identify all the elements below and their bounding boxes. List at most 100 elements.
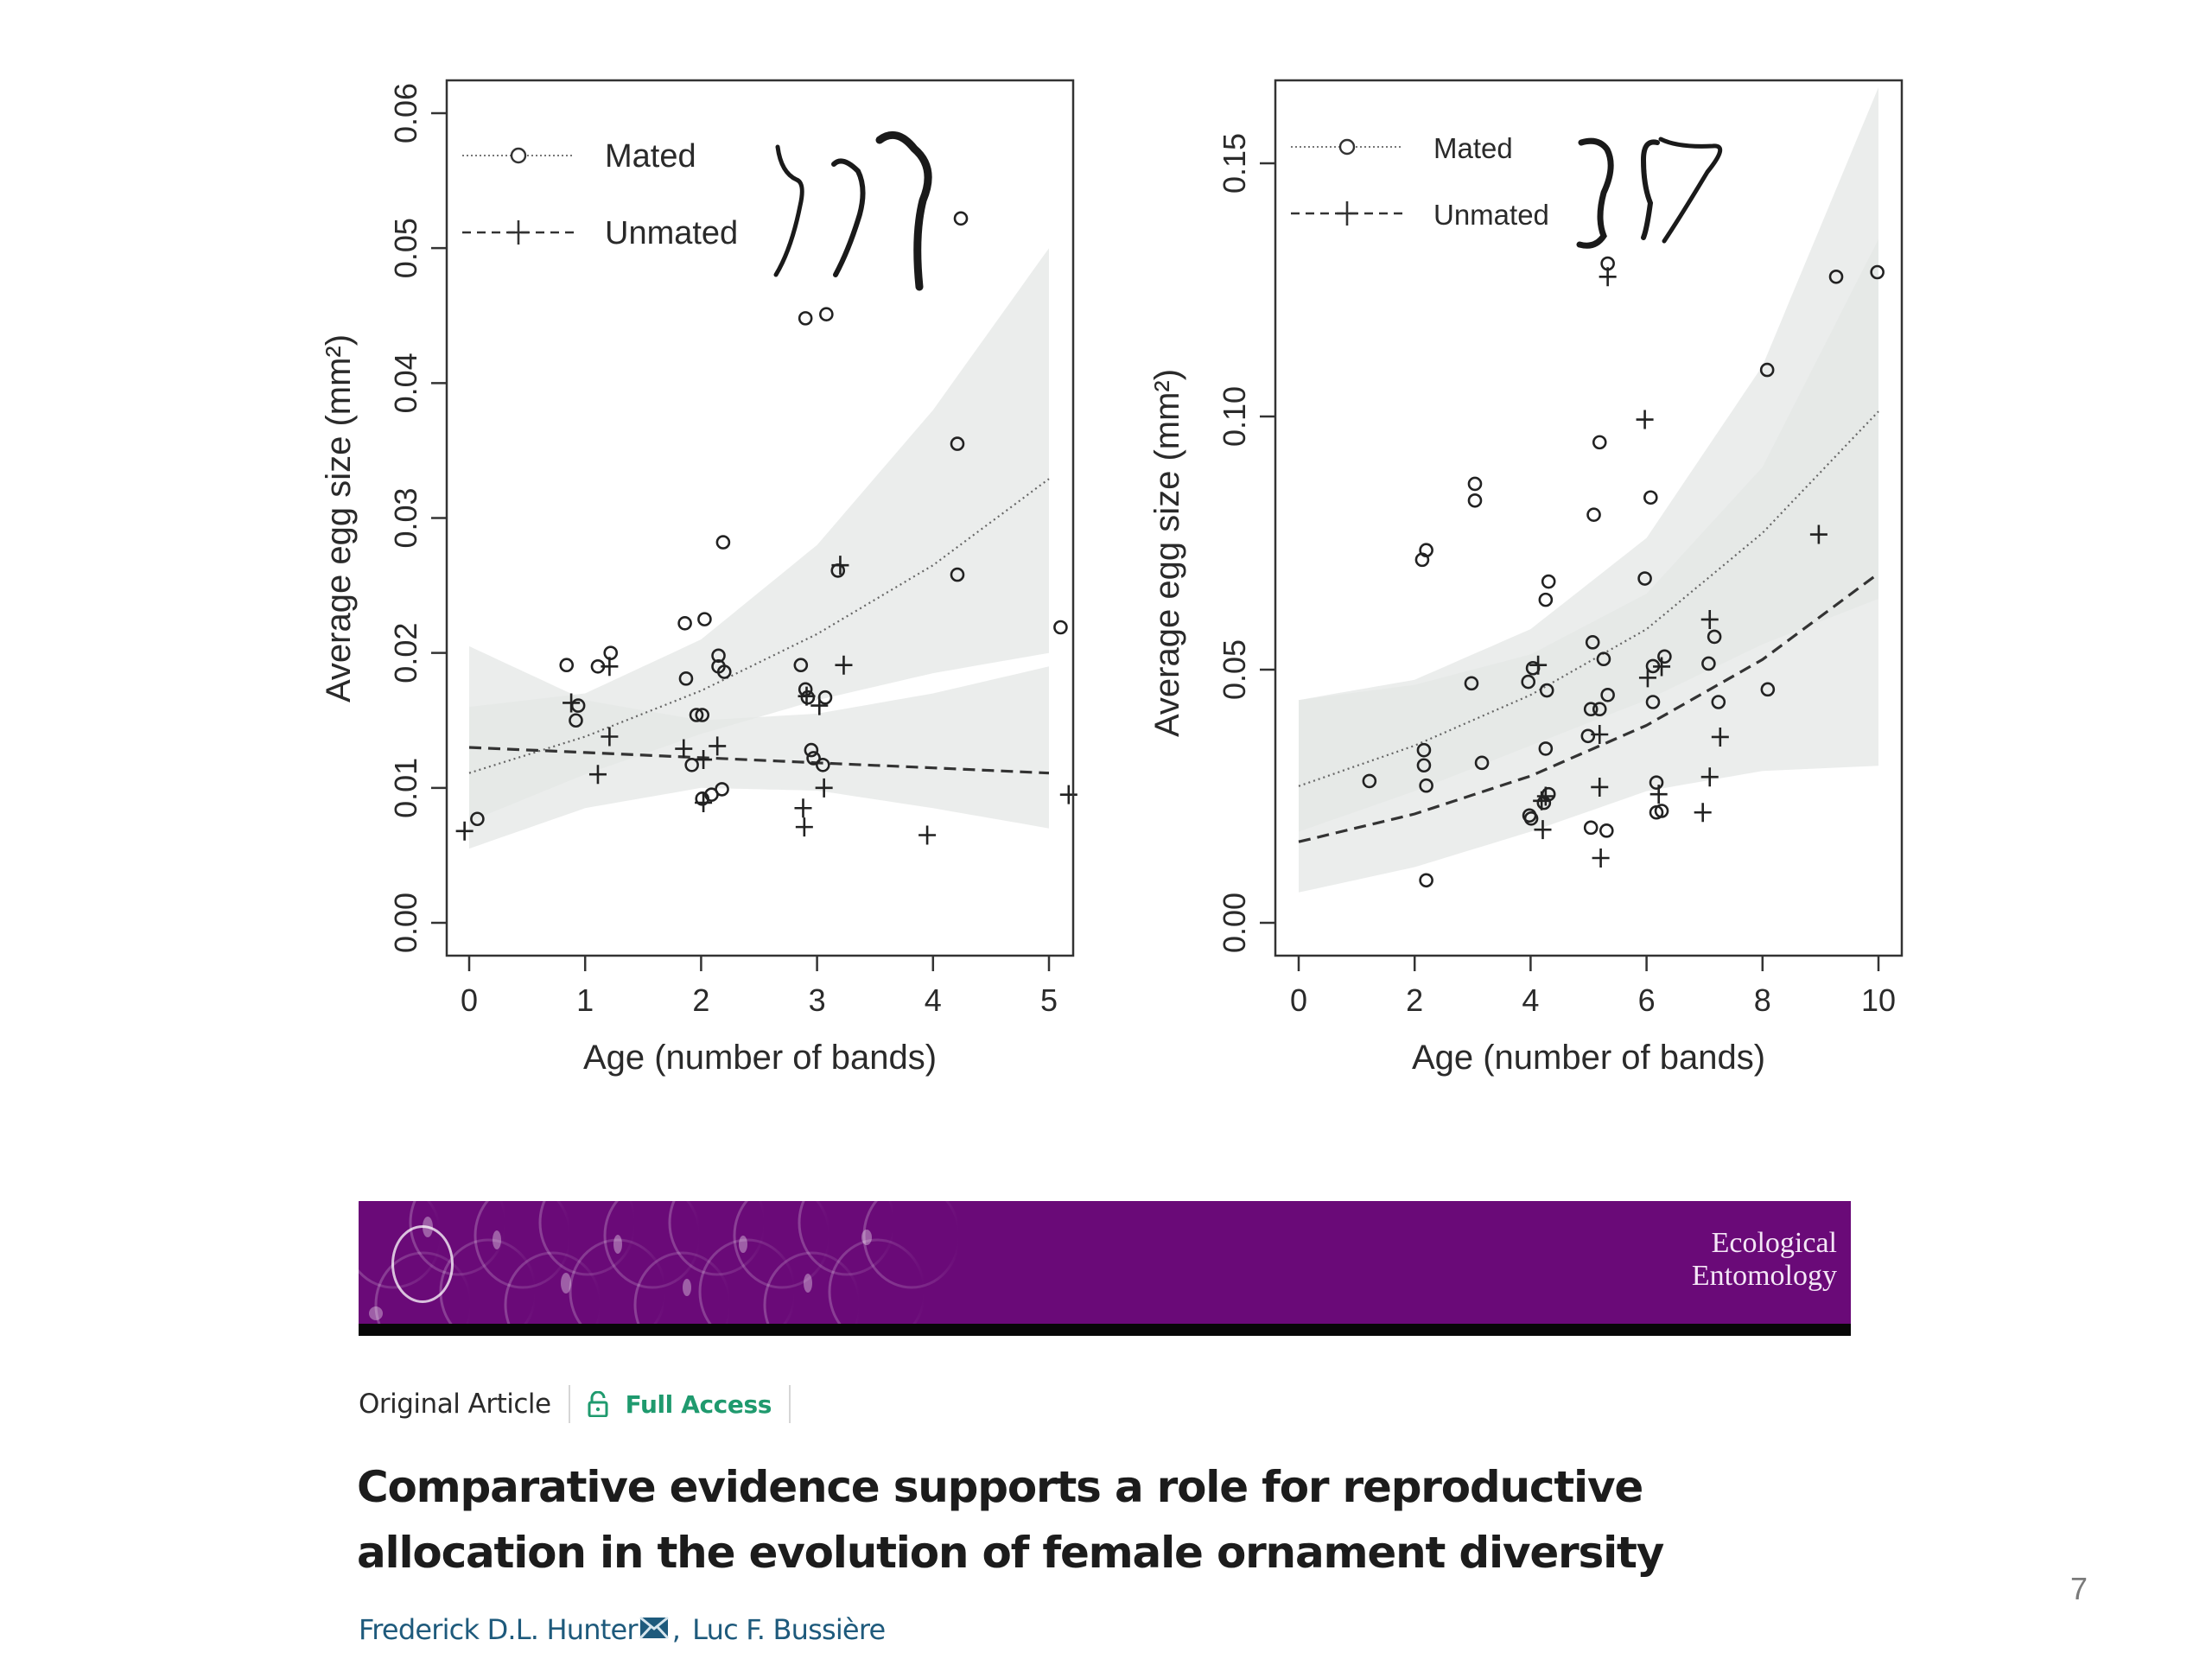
mail-icon[interactable] [639, 1613, 669, 1646]
journal-name-line1: Ecological [1711, 1227, 1837, 1259]
data-point-mated [1539, 683, 1554, 698]
x-tick-label: 0 [1290, 982, 1307, 1018]
data-point-mated [1828, 269, 1844, 284]
chart-panel-right: 0 2 4 6 8 10 0.00 0.05 0.10 0.15 Age (number of ba… [1148, 79, 1904, 1077]
journal-banner[interactable]: Ecological Entomology [359, 1201, 1851, 1336]
x-tick-label: 0 [461, 982, 478, 1018]
x-tick-label: 2 [692, 982, 709, 1018]
y-tick-label: 0.04 [388, 353, 423, 413]
data-point-mated [1521, 674, 1536, 690]
data-point-unmated [1534, 820, 1552, 840]
data-point-mated [1522, 808, 1537, 823]
data-point-mated [715, 782, 729, 797]
data-point-mated [1637, 571, 1652, 586]
access-badge: Full Access [588, 1390, 772, 1419]
x-tick-label: 2 [1406, 982, 1423, 1018]
society-seal-logo [391, 1225, 454, 1303]
legend-label-unmated: Unmated [1433, 199, 1549, 231]
author-list: Frederick D.L. Hunter , Luc F. Bussière [359, 1613, 886, 1646]
data-point-mated [1645, 695, 1661, 709]
data-point-mated [1467, 493, 1483, 508]
article-type: Original Article [359, 1389, 551, 1420]
access-label: Full Access [625, 1389, 772, 1419]
data-point-mated [1585, 635, 1600, 650]
author-link[interactable]: Frederick D.L. Hunter [359, 1613, 639, 1646]
data-point-mated [1599, 823, 1614, 838]
y-axis-label: Average egg size (mm²) [1148, 369, 1186, 737]
data-point-unmated [675, 739, 693, 759]
data-point-unmated [695, 793, 713, 813]
data-point-mated [950, 567, 965, 582]
data-point-mated [1419, 543, 1433, 558]
data-point-mated [1053, 620, 1068, 635]
data-point-mated [1870, 264, 1885, 280]
data-point-unmated [1591, 777, 1609, 797]
data-point-mated [715, 535, 731, 550]
banner-bottom-bar [359, 1324, 1851, 1336]
data-point-mated [1538, 592, 1554, 607]
data-point-unmated [1649, 785, 1668, 804]
data-point-mated [1596, 652, 1611, 666]
data-point-unmated [455, 821, 474, 841]
data-point-mated [677, 616, 692, 631]
ci-band-mated [469, 248, 1049, 822]
data-point-mated [1643, 490, 1658, 505]
data-point-unmated [1700, 609, 1719, 629]
fit-line-unmated [468, 746, 1050, 775]
x-tick-label: 4 [1522, 982, 1539, 1018]
plot-frame [1274, 79, 1904, 957]
data-point-mated [684, 757, 699, 772]
data-point-mated [1416, 742, 1432, 758]
data-point-mated [1541, 574, 1556, 589]
author-link[interactable]: Luc F. Bussière [692, 1613, 886, 1646]
data-point-unmated [1700, 767, 1719, 787]
y-tick-label: 0.06 [388, 83, 423, 143]
x-tick-label: 5 [1040, 982, 1058, 1018]
data-point-unmated [1592, 848, 1610, 868]
data-point-unmated [1536, 786, 1554, 806]
x-tick-label: 6 [1638, 982, 1656, 1018]
banner-bubble-pattern [359, 1201, 961, 1324]
data-point-mated [950, 436, 965, 451]
data-point-mated [1592, 435, 1607, 450]
data-point-unmated [1529, 655, 1548, 675]
data-point-mated [1467, 476, 1483, 492]
data-point-mated [1711, 695, 1726, 709]
data-point-mated [1580, 728, 1596, 744]
chart-panel-left: 0 1 2 3 4 5 0.00 0.01 0.02 0.03 0.04 0.05 0.06 Age (n… [320, 79, 1077, 1077]
data-point-unmated [918, 825, 937, 845]
ci-band-unmated [1299, 238, 1878, 893]
data-point-mated [1419, 873, 1433, 888]
article-title[interactable]: Comparative evidence supports a role for… [357, 1462, 1664, 1578]
y-axis-label: Average egg size (mm²) [320, 334, 358, 702]
data-point-mated [804, 742, 819, 758]
insect-silhouette-icon [1576, 137, 1723, 249]
y-tick-label: 0.03 [388, 487, 423, 548]
ci-band-unmated [469, 645, 1049, 849]
data-point-unmated [1636, 410, 1654, 429]
x-axis-label: Age (number of bands) [1412, 1039, 1765, 1077]
data-point-mated [1474, 755, 1490, 771]
insect-silhouette-icon [773, 130, 932, 291]
data-point-mated [1464, 676, 1479, 691]
fit-line-unmated [1298, 572, 1879, 843]
data-point-mated [1538, 741, 1554, 756]
data-point-unmated [1711, 727, 1729, 747]
data-point-mated [689, 708, 704, 722]
journal-name-line2: Entomology [1691, 1260, 1837, 1292]
data-point-unmated [835, 655, 853, 675]
author-separator: , [671, 1613, 681, 1646]
lock-open-icon [588, 1391, 608, 1417]
legend: Mated Unmated [1291, 132, 1549, 231]
fit-line-mated [1298, 410, 1879, 787]
data-point-unmated [1591, 725, 1609, 745]
article-meta: Original Article Full Access [359, 1385, 808, 1423]
data-point-mated [1583, 820, 1599, 836]
data-point-mated [603, 645, 619, 660]
data-point-unmated [798, 686, 816, 706]
figure-panels: 0 1 2 3 4 5 0.00 0.01 0.02 0.03 0.04 0.05 0.06 Age (n… [320, 79, 1904, 1077]
data-point-mated [953, 211, 969, 226]
data-point-mated [1592, 702, 1607, 717]
data-point-unmated [695, 750, 713, 770]
data-point-mated [1701, 656, 1716, 671]
